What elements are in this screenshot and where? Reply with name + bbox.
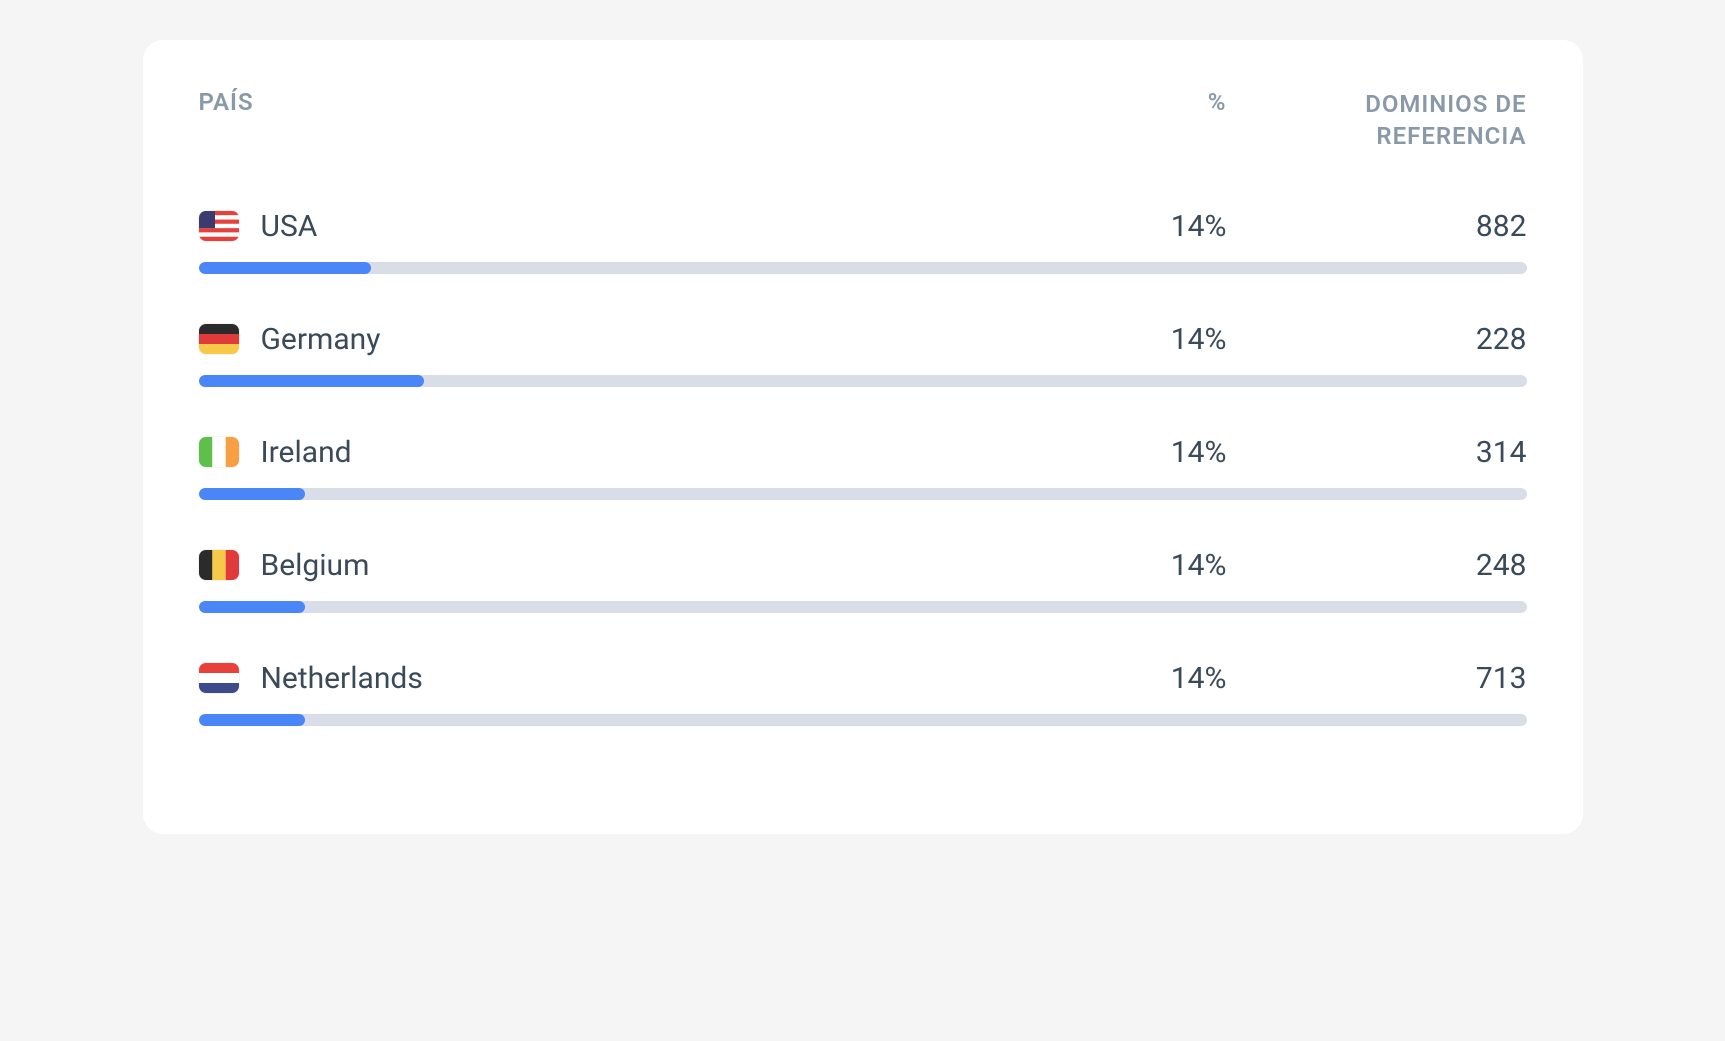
progress-fill xyxy=(199,375,425,387)
domains-value: 713 xyxy=(1227,661,1527,696)
progress-track xyxy=(199,375,1527,387)
percent-value: 14% xyxy=(1067,435,1227,470)
country-name: Belgium xyxy=(261,548,1067,583)
percent-value: 14% xyxy=(1067,209,1227,244)
table-row: Belgium 14% 248 xyxy=(199,548,1527,613)
header-country: PAÍS xyxy=(199,88,1067,116)
domains-value: 882 xyxy=(1227,209,1527,244)
table-body: USA 14% 882 Germany 14% 228 Ireland xyxy=(199,209,1527,726)
percent-value: 14% xyxy=(1067,322,1227,357)
flag-icon xyxy=(199,663,239,693)
domains-value: 248 xyxy=(1227,548,1527,583)
country-name: Ireland xyxy=(261,435,1067,470)
table-row: USA 14% 882 xyxy=(199,209,1527,274)
progress-track xyxy=(199,488,1527,500)
domains-value: 228 xyxy=(1227,322,1527,357)
progress-fill xyxy=(199,601,305,613)
table-row: Germany 14% 228 xyxy=(199,322,1527,387)
progress-fill xyxy=(199,714,305,726)
country-name: Netherlands xyxy=(261,661,1067,696)
progress-fill xyxy=(199,488,305,500)
progress-fill xyxy=(199,262,372,274)
percent-value: 14% xyxy=(1067,661,1227,696)
country-table-card: PAÍS % DOMINIOS DE REFERENCIA USA 14% 88… xyxy=(143,40,1583,834)
flag-icon xyxy=(199,211,239,241)
percent-value: 14% xyxy=(1067,548,1227,583)
table-row: Ireland 14% 314 xyxy=(199,435,1527,500)
flag-icon xyxy=(199,550,239,580)
table-header: PAÍS % DOMINIOS DE REFERENCIA xyxy=(199,88,1527,153)
flag-icon xyxy=(199,437,239,467)
progress-track xyxy=(199,262,1527,274)
header-percent: % xyxy=(1067,88,1227,116)
progress-track xyxy=(199,601,1527,613)
country-name: Germany xyxy=(261,322,1067,357)
flag-icon xyxy=(199,324,239,354)
table-row: Netherlands 14% 713 xyxy=(199,661,1527,726)
progress-track xyxy=(199,714,1527,726)
country-name: USA xyxy=(261,209,1067,244)
domains-value: 314 xyxy=(1227,435,1527,470)
header-domains: DOMINIOS DE REFERENCIA xyxy=(1227,88,1527,153)
